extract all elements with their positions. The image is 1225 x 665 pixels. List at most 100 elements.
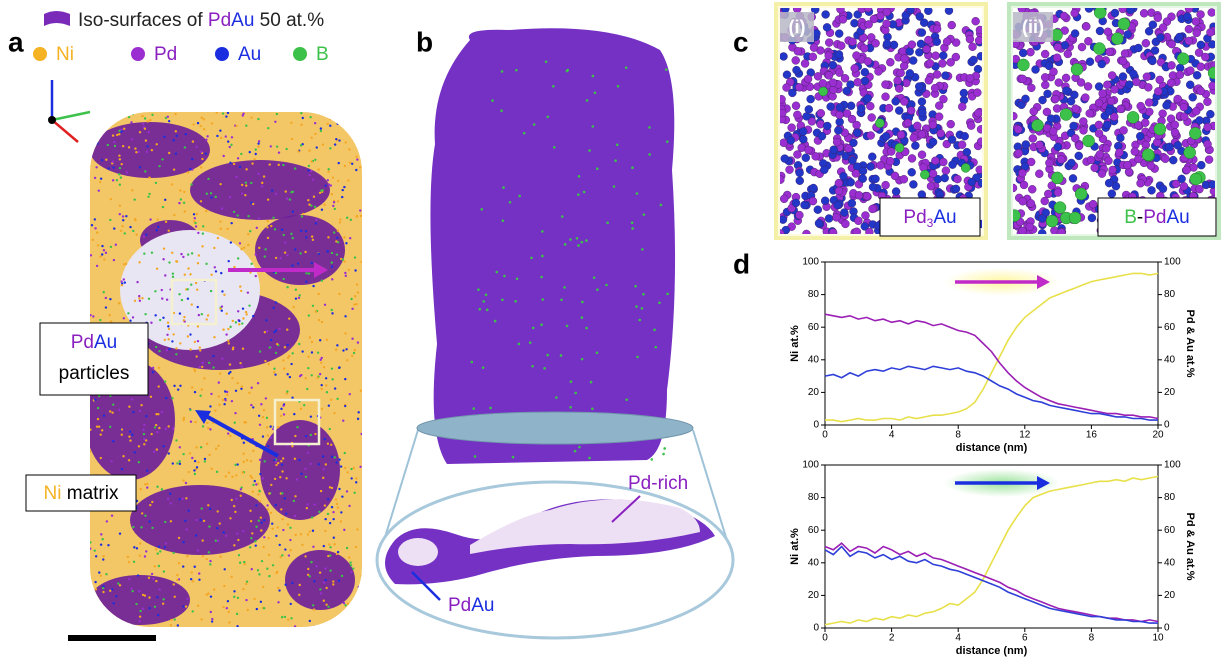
atom xyxy=(1089,200,1097,208)
atom xyxy=(189,168,191,170)
atom xyxy=(958,103,966,111)
atom xyxy=(247,233,249,235)
atom xyxy=(201,388,203,390)
y-axis-label: Ni at.% xyxy=(789,325,801,362)
atom xyxy=(260,521,262,523)
atom xyxy=(346,471,348,473)
atom xyxy=(319,571,321,573)
atom xyxy=(1071,134,1079,142)
atom xyxy=(239,166,241,168)
atom xyxy=(236,613,238,615)
atom xyxy=(115,595,117,597)
atom xyxy=(323,366,325,368)
atom xyxy=(332,583,334,585)
atom xyxy=(95,588,97,590)
atom xyxy=(231,377,233,379)
atom xyxy=(284,616,286,618)
atom xyxy=(283,367,285,369)
atom xyxy=(121,433,123,435)
atom xyxy=(308,174,310,176)
atom xyxy=(207,592,209,594)
atom xyxy=(1206,28,1214,36)
atom xyxy=(197,122,199,124)
particles-label: particles xyxy=(59,363,130,384)
atom xyxy=(949,161,957,169)
atom xyxy=(502,219,505,222)
atom xyxy=(1203,98,1211,106)
atom xyxy=(274,373,276,375)
atom xyxy=(578,175,581,178)
atom xyxy=(787,136,795,144)
atom xyxy=(897,69,905,77)
atom xyxy=(1151,47,1159,55)
atom xyxy=(259,500,261,502)
atom xyxy=(331,252,333,254)
atom xyxy=(208,454,210,456)
atom xyxy=(886,157,894,165)
atom xyxy=(171,252,173,254)
atom xyxy=(187,267,189,269)
atom xyxy=(320,490,322,492)
atom xyxy=(924,36,932,44)
atom xyxy=(1201,53,1209,61)
y2-tick-label: 20 xyxy=(1164,590,1176,601)
atom xyxy=(834,126,842,134)
atom xyxy=(93,132,95,134)
atom xyxy=(94,177,96,179)
atom xyxy=(804,146,812,154)
atom xyxy=(293,306,295,308)
atom xyxy=(202,425,204,427)
atom xyxy=(665,68,668,71)
atom xyxy=(159,550,161,552)
atom xyxy=(273,459,275,461)
atom xyxy=(781,155,789,163)
atom xyxy=(1180,182,1188,190)
atom xyxy=(327,171,329,173)
atom xyxy=(933,25,941,33)
atom xyxy=(130,121,132,123)
atom xyxy=(1117,105,1125,113)
atom xyxy=(1069,174,1077,182)
atom xyxy=(326,123,328,125)
atom xyxy=(268,575,270,577)
atom xyxy=(299,584,301,586)
atom xyxy=(242,317,244,319)
atom xyxy=(154,606,156,608)
atom xyxy=(910,134,918,142)
atom xyxy=(102,591,104,593)
atom xyxy=(300,112,302,114)
atom xyxy=(942,167,950,175)
atom xyxy=(197,325,199,327)
atom xyxy=(307,452,309,454)
atom xyxy=(343,236,345,238)
atom xyxy=(238,323,240,325)
atom xyxy=(360,575,362,577)
atom xyxy=(360,261,362,263)
atom xyxy=(206,443,208,445)
atom xyxy=(231,476,233,478)
atom xyxy=(335,138,337,140)
atom xyxy=(146,145,148,147)
atom xyxy=(509,201,512,204)
atom xyxy=(282,164,284,166)
atom xyxy=(594,91,597,94)
atom xyxy=(235,176,237,178)
atom xyxy=(588,457,591,460)
atom xyxy=(154,565,156,567)
atom xyxy=(208,551,210,553)
atom xyxy=(142,607,144,609)
atom xyxy=(251,532,253,534)
atom xyxy=(187,171,189,173)
atom xyxy=(300,408,302,410)
atom xyxy=(892,188,900,196)
atom xyxy=(167,116,169,118)
atom xyxy=(187,335,189,337)
atom xyxy=(260,516,262,518)
atom xyxy=(835,111,843,119)
atom xyxy=(220,137,222,139)
atom xyxy=(149,119,151,121)
atom xyxy=(333,543,335,545)
atom xyxy=(195,446,197,448)
atom xyxy=(1032,66,1040,74)
atom xyxy=(335,240,337,242)
